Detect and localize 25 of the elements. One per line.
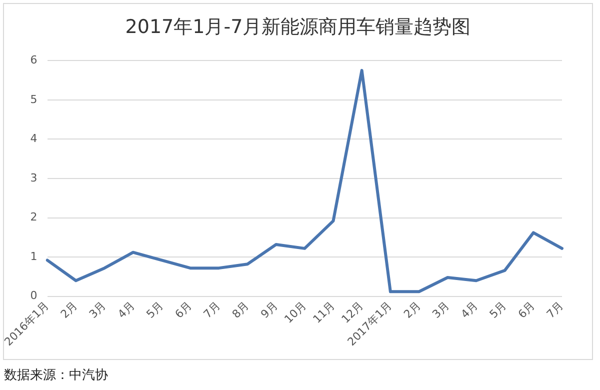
x-tick-label: 7月 [201,298,224,321]
y-tick-label: 4 [30,132,38,146]
x-tick-label: 8月 [230,298,252,321]
x-tick-label: 3月 [86,298,109,321]
x-tick-label: 6月 [172,298,194,321]
x-tick-label: 9月 [258,298,280,321]
x-tick-label: 5月 [487,298,509,321]
x-tick-label: 5月 [144,298,166,321]
x-tick-label: 2月 [401,298,424,321]
y-tick-label: 2 [30,210,38,224]
x-tick-label: 4月 [458,298,480,321]
chart-title: 2017年1月-7月新能源商用车销量趋势图 [124,15,472,40]
y-tick-label: 3 [30,171,38,184]
x-tick-label: 3月 [430,298,452,321]
y-tick-label: 0 [30,289,38,302]
x-tick-label: 10月 [282,298,309,326]
y-tick-label: 6 [30,53,38,66]
y-tick-label: 5 [30,92,38,106]
x-tick-label: 11月 [310,298,338,326]
y-tick-label: 1 [30,250,38,263]
x-tick-label: 4月 [115,298,138,321]
x-tick-label: 2月 [58,298,80,321]
x-tick-label: 6月 [516,298,538,321]
x-tick-label: 7月 [544,298,566,321]
source-note: 数据来源：中汽协 [4,367,108,384]
